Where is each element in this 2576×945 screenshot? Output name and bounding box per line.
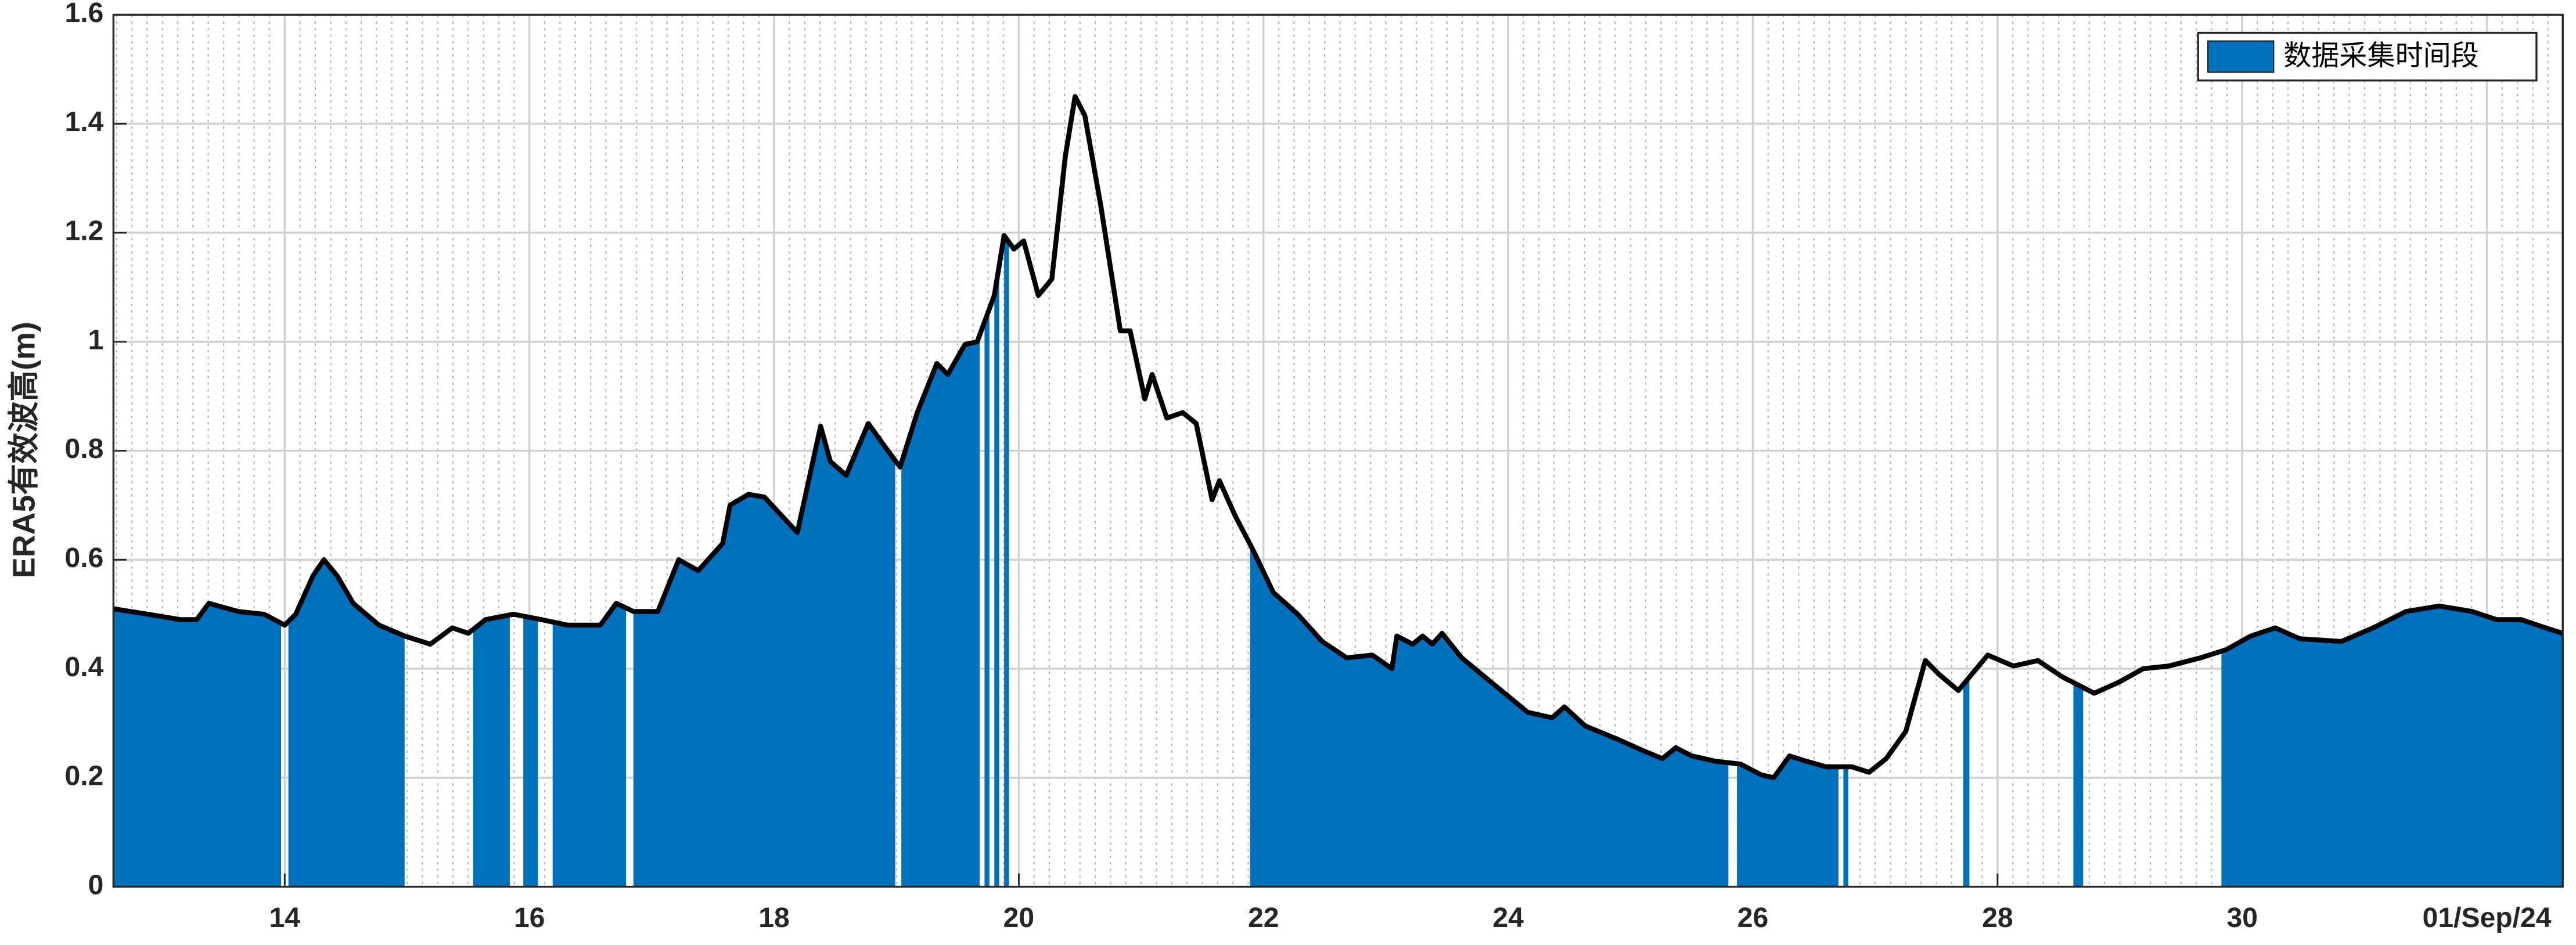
x-tick-label: 24: [1492, 902, 1524, 933]
x-tick-label: 26: [1737, 902, 1768, 933]
period-area: [288, 560, 405, 887]
x-tick-label: 20: [1003, 902, 1034, 933]
y-tick-label: 0.8: [65, 433, 104, 464]
wave-height-line: [113, 94, 2564, 781]
period-area: [2073, 682, 2084, 887]
x-tick-label: 16: [514, 902, 545, 933]
y-axis-label: ERA5有效波高(m): [7, 322, 42, 578]
period-area: [2221, 606, 2563, 887]
axes-box: [112, 13, 2564, 888]
x-tick-label: 14: [269, 902, 301, 933]
y-tick-label: 0.2: [65, 760, 104, 792]
y-tick-label: 1: [88, 324, 104, 355]
period-area: [1963, 677, 1970, 887]
x-tick-label: 30: [2226, 902, 2257, 933]
y-tick-label: 0.4: [65, 651, 104, 683]
period-area: [633, 423, 895, 887]
y-tick-label: 1.6: [65, 0, 104, 28]
y-tick-label: 1.2: [65, 215, 104, 247]
period-area: [523, 616, 538, 887]
legend-label: 数据采集时间段: [2283, 39, 2479, 72]
x-tick-label: 01/Sep/24: [2423, 902, 2552, 933]
period-area: [552, 603, 627, 887]
period-area: [1250, 544, 1729, 887]
period-area: [1004, 235, 1009, 887]
legend-swatch: [2207, 40, 2275, 73]
y-tick-label: 0.6: [65, 542, 104, 574]
period-area: [1737, 756, 1839, 887]
period-area: [984, 308, 990, 887]
x-tick-label: 18: [758, 902, 789, 933]
period-area: [113, 603, 282, 887]
x-tick-label: 28: [1982, 902, 2013, 933]
period-area: [901, 335, 980, 887]
x-tick-label: 22: [1248, 902, 1279, 933]
y-tick-label: 1.4: [65, 106, 104, 138]
period-area: [473, 615, 510, 887]
period-area: [1843, 767, 1848, 887]
period-area: [994, 265, 999, 887]
y-tick-label: 0: [88, 869, 104, 900]
